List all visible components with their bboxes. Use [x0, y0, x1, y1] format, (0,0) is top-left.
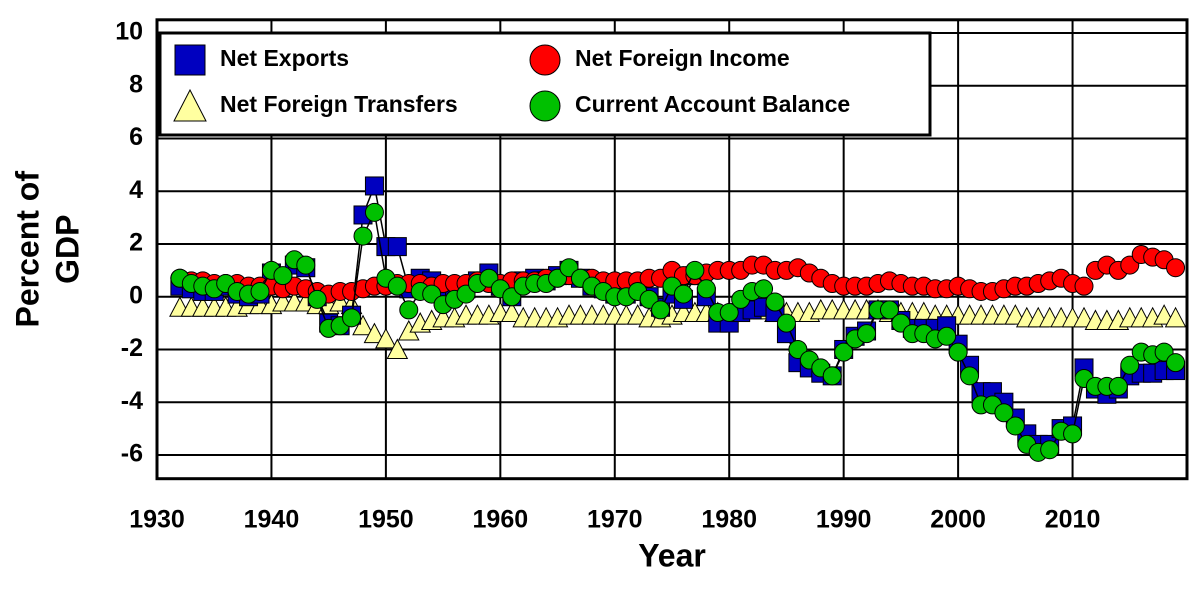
x-tick-label: 1990 [816, 505, 872, 533]
marker-circle [994, 403, 1014, 423]
y-axis-label: GDP [49, 215, 85, 284]
marker-circle [754, 279, 774, 299]
y-tick-label: -4 [121, 387, 143, 415]
marker-circle [364, 202, 384, 222]
y-tick-label: -2 [121, 334, 143, 362]
marker-circle [822, 366, 842, 386]
marker-circle [399, 300, 419, 320]
marker-circle [719, 303, 739, 323]
marker-circle [960, 366, 980, 386]
x-tick-label: 1950 [358, 505, 414, 533]
marker-circle [834, 342, 854, 362]
x-tick-label: 2000 [930, 505, 986, 533]
marker-triangle [1164, 306, 1187, 328]
marker-circle [296, 255, 316, 275]
marker-square [387, 237, 407, 257]
marker-circle [1040, 440, 1060, 460]
marker-circle [857, 324, 877, 344]
y-tick-label: -6 [121, 440, 143, 468]
marker-circle [1074, 276, 1094, 296]
marker-triangle [500, 301, 523, 323]
legend-label: Net Exports [220, 45, 349, 71]
legend-marker [529, 90, 561, 122]
x-tick-label: 1940 [244, 505, 300, 533]
marker-circle [879, 300, 899, 320]
marker-circle [342, 308, 362, 328]
marker-circle [685, 260, 705, 280]
marker-circle [307, 289, 327, 309]
legend-marker [173, 88, 207, 122]
y-tick-label: 0 [129, 281, 143, 309]
x-tick-label: 1980 [701, 505, 757, 533]
marker-circle [1166, 258, 1186, 278]
marker-circle [776, 313, 796, 333]
marker-circle [387, 276, 407, 296]
x-tick-label: 1970 [587, 505, 643, 533]
marker-circle [1005, 416, 1025, 436]
y-tick-label: 6 [129, 123, 143, 151]
legend-marker [174, 44, 206, 76]
legend-label: Net Foreign Transfers [220, 91, 458, 117]
marker-circle [1120, 355, 1140, 375]
plot-frame [155, 18, 1189, 481]
legend-label: Current Account Balance [575, 91, 850, 117]
marker-circle [937, 326, 957, 346]
marker-circle [948, 342, 968, 362]
marker-square [364, 176, 384, 196]
marker-circle [651, 300, 671, 320]
x-tick-label: 1930 [129, 505, 185, 533]
x-tick-label: 1960 [473, 505, 529, 533]
marker-circle [273, 266, 293, 286]
marker-circle [1108, 376, 1128, 396]
marker-triangle [363, 322, 386, 344]
y-axis-label: Percent of [9, 171, 45, 328]
marker-triangle [375, 327, 397, 349]
marker-circle [673, 284, 693, 304]
legend-label: Net Foreign Income [575, 45, 790, 71]
marker-triangle [386, 338, 409, 359]
y-tick-label: 8 [129, 70, 143, 98]
marker-circle [765, 292, 785, 312]
marker-circle [1166, 353, 1186, 373]
y-tick-label: 4 [129, 176, 143, 204]
marker-triangle [352, 314, 374, 336]
x-tick-label: 2010 [1045, 505, 1101, 533]
y-tick-label: 2 [129, 229, 143, 257]
marker-circle [353, 226, 373, 246]
marker-circle [250, 281, 270, 301]
y-tick-label: 10 [115, 18, 143, 46]
legend-marker [529, 44, 561, 76]
marker-circle [696, 279, 716, 299]
x-axis-label: Year [638, 537, 706, 573]
marker-circle [1063, 424, 1083, 444]
